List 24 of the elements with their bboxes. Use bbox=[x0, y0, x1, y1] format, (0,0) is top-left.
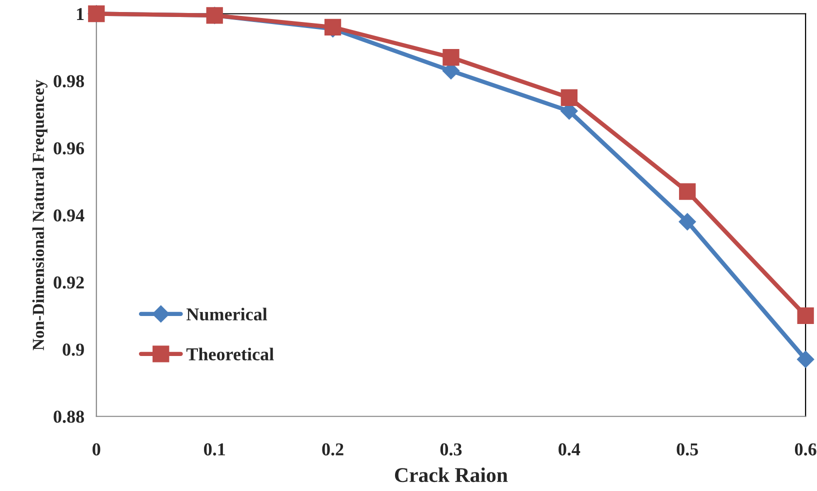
y-tick-label: 0.92 bbox=[54, 276, 84, 289]
y-tick-label: 0.98 bbox=[54, 75, 84, 88]
legend-label: Numerical bbox=[186, 308, 268, 320]
y-tick-label: 0.88 bbox=[54, 410, 84, 423]
x-tick-label: 0.5 bbox=[676, 443, 698, 456]
x-tick-label: 0.3 bbox=[440, 443, 462, 456]
x-tick-label: 0 bbox=[92, 443, 100, 456]
y-tick-label: 1 bbox=[77, 8, 84, 20]
x-tick-label: 0.4 bbox=[558, 443, 580, 456]
x-tick-label: 0.2 bbox=[322, 443, 344, 456]
point bbox=[442, 49, 460, 66]
y-tick-label: 0.96 bbox=[54, 142, 84, 154]
x-tick-label: 0.1 bbox=[204, 443, 225, 456]
y-axis-title: Non-Dimensional Natural Frequencey bbox=[32, 80, 48, 350]
legend-label: Theoretical bbox=[186, 348, 274, 360]
point bbox=[678, 213, 696, 230]
point bbox=[797, 307, 814, 324]
point bbox=[679, 183, 696, 200]
y-tick-label: 0.9 bbox=[62, 344, 84, 356]
point bbox=[560, 89, 578, 106]
x-axis-title: Crack Raion bbox=[395, 467, 508, 482]
x-tick-label: 0.6 bbox=[794, 443, 816, 456]
point bbox=[797, 350, 814, 368]
y-tick-label: 0.94 bbox=[54, 209, 84, 222]
